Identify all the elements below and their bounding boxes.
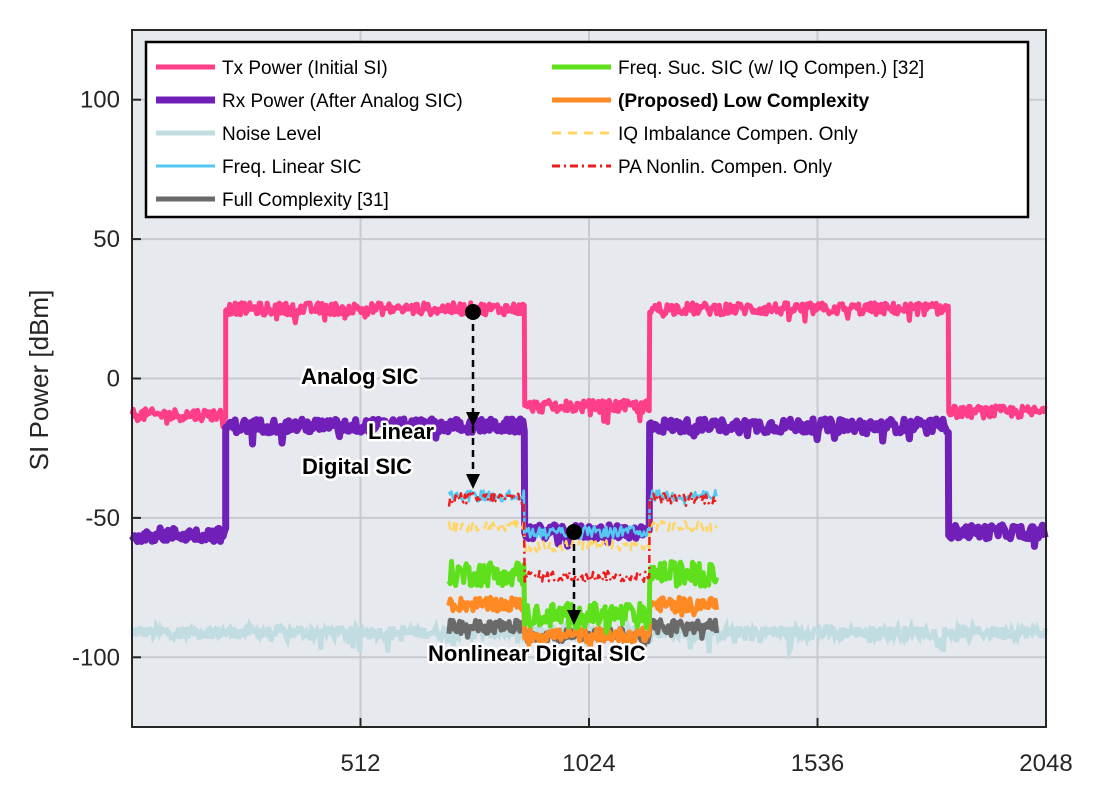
nonlinear-sic-label: Nonlinear Digital SIC [428,641,646,666]
legend-label: (Proposed) Low Complexity [618,91,870,112]
analog-sic-arrow-origin [465,304,481,320]
linear-sic-label-line1: Linear [368,419,434,444]
series-line-tx-power [129,300,1048,430]
legend-label: Rx Power (After Analog SIC) [222,91,463,112]
legend-label: IQ Imbalance Compen. Only [618,124,858,145]
x-tick-label: 1536 [791,750,844,777]
legend-label: Freq. Suc. SIC (w/ IQ Compen.) [32] [618,58,924,79]
y-tick-label: 50 [93,226,120,253]
series-line-low-complexity [446,594,720,652]
legend-label: Freq. Linear SIC [222,157,361,178]
analog-sic-arrow-head [466,412,480,427]
legend-label: PA Nonlin. Compen. Only [618,157,833,178]
legend-label: Tx Power (Initial SI) [222,58,388,79]
y-axis-label: SI Power [dBm] [24,290,54,471]
series-line-pa-nonlin-only [447,491,718,585]
y-tick-label: 100 [80,87,120,114]
series-layer [129,300,1049,661]
y-tick-label: -100 [72,644,120,671]
series-line-iq-imbalance-only [447,519,718,554]
x-tick-label: 1024 [562,750,615,777]
nonlinear-sic-arrow-origin [566,524,582,540]
legend-label: Noise Level [222,124,321,145]
analog-sic-label: Analog SIC [301,364,418,389]
legend-label: Full Complexity [31] [222,190,389,211]
x-tick-label: 2048 [1019,750,1072,777]
annotation-layer: Analog SIC Linear Digital SIC Nonlinear … [299,304,648,669]
x-tick-label: 512 [340,750,380,777]
linear-sic-label-line2: Digital SIC [302,454,412,479]
tick-layer: 512 1024 1536 2048 -100 -50 0 50 100 [72,87,1073,777]
legend: Tx Power (Initial SI) Rx Power (After Ana… [144,40,1030,219]
series-line-freq-suc-sic [446,558,720,635]
legend-items: Tx Power (Initial SI) Rx Power (After Ana… [156,58,924,211]
y-tick-label: 0 [107,366,120,393]
legend-box [144,40,1030,219]
linear-sic-arrow-head [466,474,480,489]
y-tick-label: -50 [85,505,120,532]
nonlinear-sic-arrow-head [567,610,581,625]
